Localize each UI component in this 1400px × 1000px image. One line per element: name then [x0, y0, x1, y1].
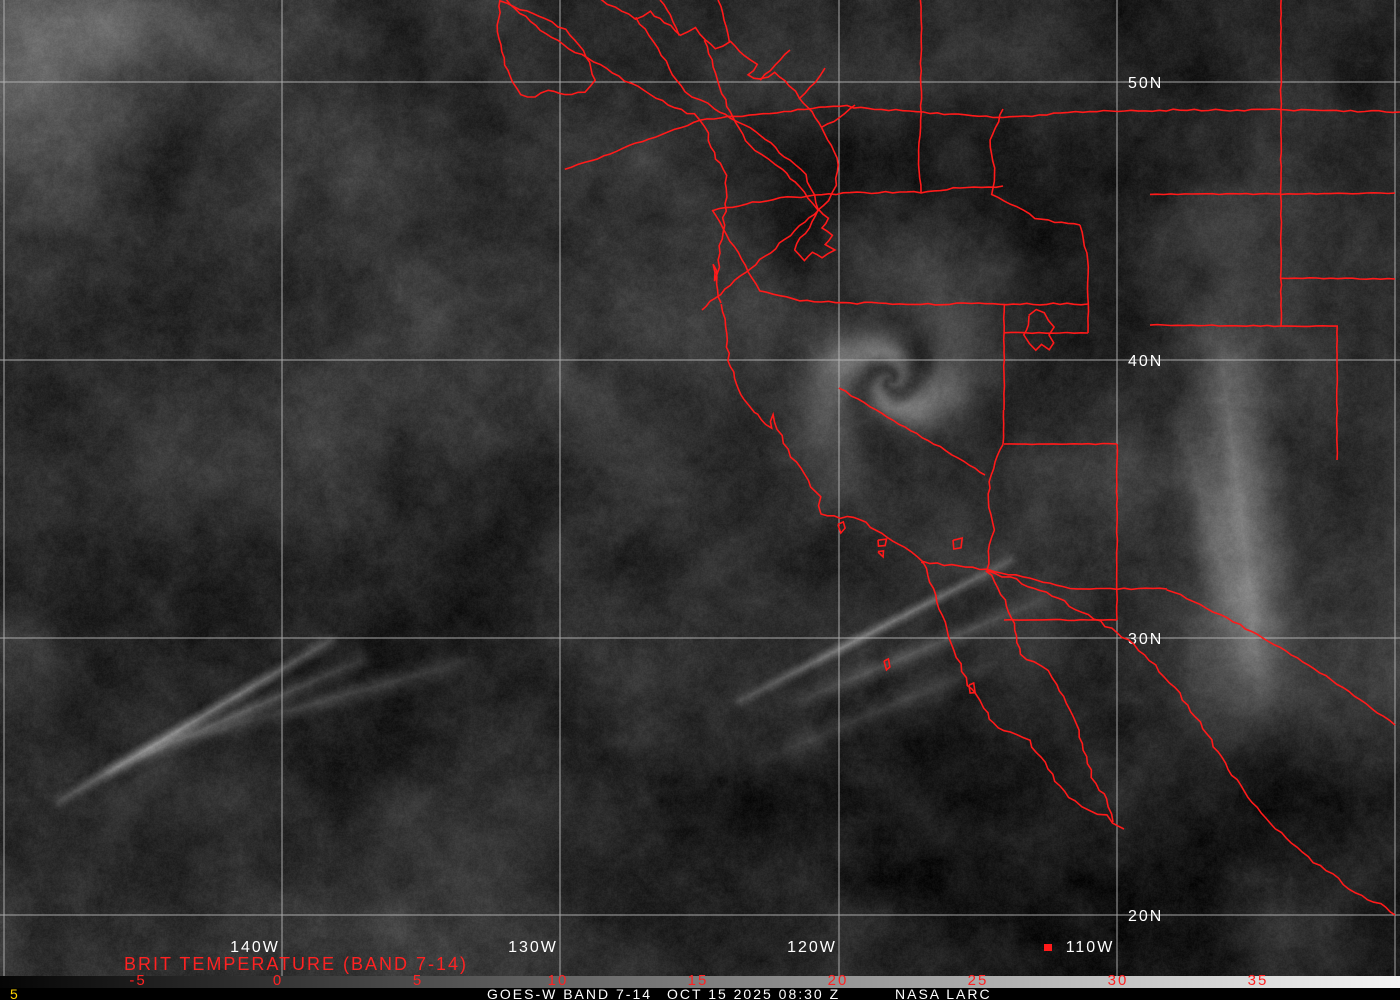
svg-text:120W: 120W — [787, 939, 837, 956]
svg-text:-5: -5 — [129, 972, 146, 989]
svg-text:BRIT TEMPERATURE (BAND 7-14): BRIT TEMPERATURE (BAND 7-14) — [124, 954, 468, 974]
svg-text:OCT 15 2025 08:30 Z: OCT 15 2025 08:30 Z — [667, 986, 840, 1000]
svg-text:30: 30 — [1108, 972, 1129, 989]
svg-text:5: 5 — [413, 972, 423, 989]
svg-text:130W: 130W — [508, 939, 558, 956]
svg-text:40N: 40N — [1128, 353, 1163, 370]
svg-text:110W: 110W — [1066, 939, 1115, 956]
svg-text:50N: 50N — [1128, 75, 1163, 92]
svg-text:0: 0 — [273, 972, 283, 989]
svg-text:NASA LARC: NASA LARC — [895, 986, 992, 1000]
svg-text:GOES-W BAND 7-14: GOES-W BAND 7-14 — [487, 986, 652, 1000]
svg-text:20N: 20N — [1128, 908, 1163, 925]
svg-text:30N: 30N — [1128, 631, 1163, 648]
svg-text:5: 5 — [10, 986, 18, 1000]
svg-text:35: 35 — [1248, 972, 1269, 989]
